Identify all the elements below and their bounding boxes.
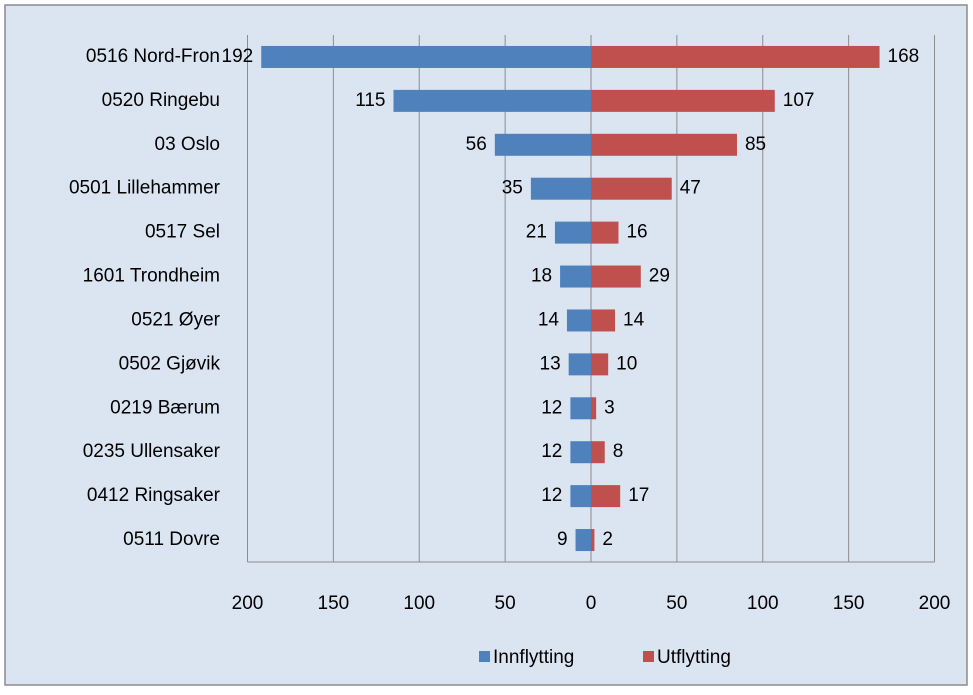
value-label: 13 [540, 353, 561, 374]
y-tick-label: 0501 Lillehammer [69, 178, 221, 199]
value-label: 12 [541, 485, 562, 506]
y-tick-label: 0412 Ringsaker [87, 485, 221, 506]
bar [591, 265, 641, 288]
value-label: 18 [531, 266, 552, 287]
bar [591, 221, 619, 244]
bar [560, 265, 591, 288]
bar [570, 397, 591, 420]
x-tick-label: 200 [919, 593, 951, 614]
x-tick-label: 150 [833, 593, 865, 614]
bar [591, 45, 880, 68]
x-tick-label: 50 [666, 593, 687, 614]
legend-label: Innflytting [493, 647, 574, 668]
bar [575, 529, 591, 552]
y-tick-label: 0521 Øyer [131, 309, 220, 330]
bar [591, 89, 775, 112]
value-label: 8 [613, 441, 624, 462]
x-tick-label: 150 [318, 593, 350, 614]
value-label: 12 [541, 441, 562, 462]
bar [554, 221, 591, 244]
value-label: 56 [466, 134, 487, 155]
y-tick-label: 0520 Ringebu [102, 90, 220, 111]
value-label: 10 [616, 353, 637, 374]
value-label: 115 [355, 90, 385, 111]
value-label: 14 [538, 309, 560, 330]
legend-swatch [479, 651, 490, 662]
value-label: 17 [628, 485, 649, 506]
x-tick-label: 200 [232, 593, 264, 614]
bar [591, 529, 595, 552]
value-label: 35 [502, 178, 523, 199]
value-label: 3 [604, 397, 615, 418]
bar [591, 177, 672, 200]
value-label: 14 [623, 309, 645, 330]
value-label: 85 [745, 134, 766, 155]
value-label: 12 [541, 397, 562, 418]
bar [591, 133, 737, 156]
legend-swatch [643, 651, 654, 662]
value-label: 47 [680, 178, 701, 199]
value-label: 21 [526, 222, 547, 243]
y-tick-label: 0511 Dovre [123, 529, 220, 550]
value-label: 29 [649, 266, 670, 287]
x-tick-label: 100 [747, 593, 779, 614]
legend-label: Utflytting [657, 647, 731, 668]
bar [591, 397, 597, 420]
bar [530, 177, 591, 200]
value-label: 2 [602, 529, 613, 550]
y-tick-label: 0517 Sel [145, 222, 220, 243]
y-tick-label: 0235 Ullensaker [83, 441, 221, 462]
y-tick-label: 0502 Gjøvik [119, 353, 221, 374]
chart-frame [4, 4, 968, 686]
bar [261, 45, 591, 68]
value-label: 192 [222, 46, 254, 67]
bar [393, 89, 591, 112]
value-label: 16 [626, 222, 647, 243]
y-tick-label: 0219 Bærum [110, 397, 220, 418]
x-tick-label: 50 [495, 593, 516, 614]
value-label: 168 [888, 46, 920, 67]
y-tick-label: 0516 Nord-Fron [86, 46, 220, 67]
bar [591, 441, 605, 464]
bar [566, 309, 591, 332]
bar [591, 485, 621, 508]
bar [570, 441, 591, 464]
y-tick-label: 1601 Trondheim [83, 266, 220, 287]
value-label: 107 [783, 90, 815, 111]
value-label: 9 [557, 529, 568, 550]
x-tick-label: 0 [586, 593, 597, 614]
bar [591, 309, 616, 332]
x-tick-label: 100 [403, 593, 435, 614]
bar [591, 353, 609, 376]
bar [568, 353, 591, 376]
y-tick-label: 03 Oslo [155, 134, 220, 155]
bar [494, 133, 591, 156]
bar [570, 485, 591, 508]
